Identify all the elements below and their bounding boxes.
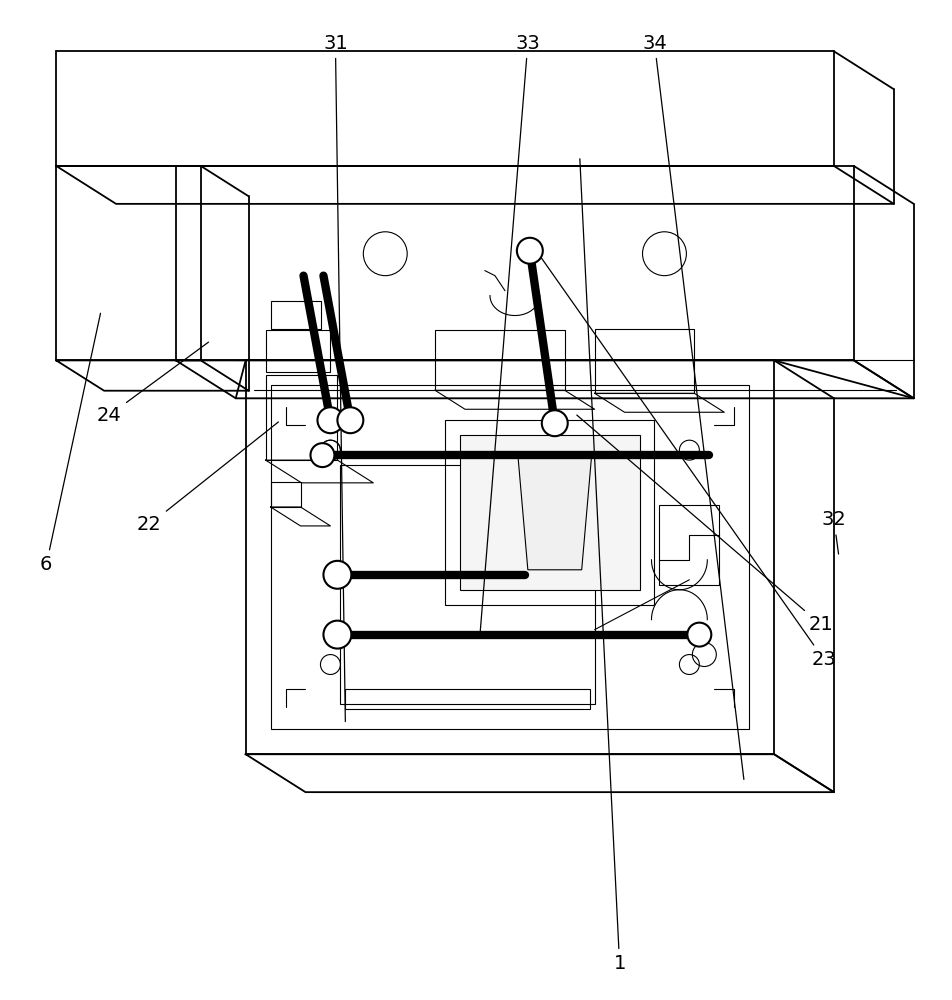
Circle shape: [317, 407, 344, 433]
Bar: [270, 482, 301, 507]
Polygon shape: [518, 455, 591, 570]
Bar: [660, 505, 720, 585]
Circle shape: [324, 621, 351, 649]
Bar: [56, 51, 834, 166]
Text: 22: 22: [136, 422, 278, 534]
Bar: [56, 166, 201, 360]
Text: 1: 1: [580, 159, 625, 973]
Text: 31: 31: [323, 34, 347, 722]
Text: 6: 6: [40, 313, 101, 574]
Bar: [246, 360, 774, 754]
Circle shape: [517, 238, 543, 264]
Circle shape: [687, 623, 711, 647]
Bar: [270, 385, 749, 729]
Bar: [266, 375, 337, 460]
Text: 32: 32: [822, 510, 846, 554]
Text: 23: 23: [542, 258, 837, 669]
Bar: [341, 465, 595, 704]
Circle shape: [324, 561, 351, 589]
Text: 33: 33: [480, 34, 540, 632]
Bar: [176, 166, 854, 360]
Text: 34: 34: [642, 34, 744, 779]
Bar: [435, 330, 565, 390]
Bar: [346, 689, 589, 709]
Circle shape: [337, 407, 364, 433]
Circle shape: [310, 443, 334, 467]
Bar: [270, 301, 321, 329]
Bar: [446, 420, 654, 605]
Bar: [595, 329, 694, 393]
Circle shape: [542, 410, 567, 436]
Bar: [460, 435, 640, 590]
Text: 21: 21: [577, 415, 833, 634]
Text: 24: 24: [97, 342, 208, 425]
Bar: [266, 330, 330, 372]
